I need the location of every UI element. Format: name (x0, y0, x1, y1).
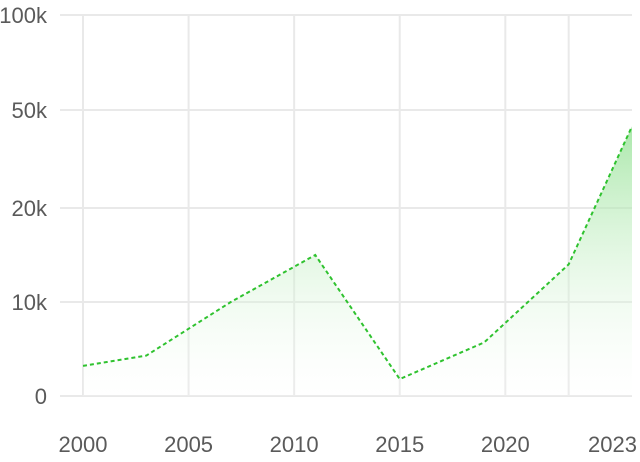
x-tick-label: 2020 (481, 432, 530, 457)
x-tick-label: 2015 (375, 432, 424, 457)
x-tick-label: 2005 (164, 432, 213, 457)
line-group (82, 125, 633, 381)
y-tick-label: 0 (35, 384, 47, 409)
y-tick-label: 100k (0, 3, 48, 28)
x-tick-label: 2010 (270, 432, 319, 457)
y-tick-label: 10k (12, 290, 48, 315)
x-axis-ticks: 2000 2005 2010 2015 2020 2023 (59, 432, 637, 457)
x-tick-label: 2000 (59, 432, 108, 457)
series-line (82, 125, 633, 381)
x-tick-label: 2023 (588, 432, 637, 457)
area-fill (83, 126, 632, 396)
y-tick-label: 20k (12, 196, 48, 221)
area-fill-group (83, 126, 632, 396)
y-axis-ticks: 0 10k 20k 50k 100k (0, 3, 48, 409)
y-tick-label: 50k (12, 98, 48, 123)
